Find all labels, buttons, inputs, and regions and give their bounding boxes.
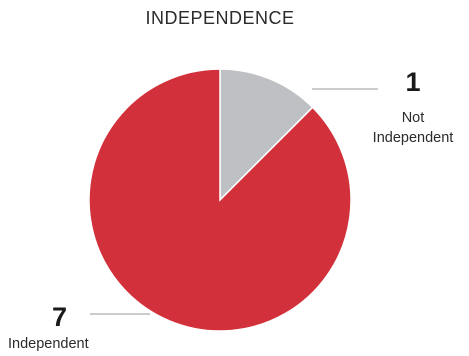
pie-slice-independent	[88, 68, 352, 332]
pie-slice-not-independent	[219, 68, 314, 202]
slice-label-independent: Independent	[8, 336, 89, 352]
slice-value-not-independent: 1	[405, 67, 421, 97]
slice-label-not-independent: Not Independent	[372, 110, 454, 146]
chart-title: INDEPENDENCE	[145, 8, 295, 28]
slice-value-independent: 7	[52, 302, 68, 332]
